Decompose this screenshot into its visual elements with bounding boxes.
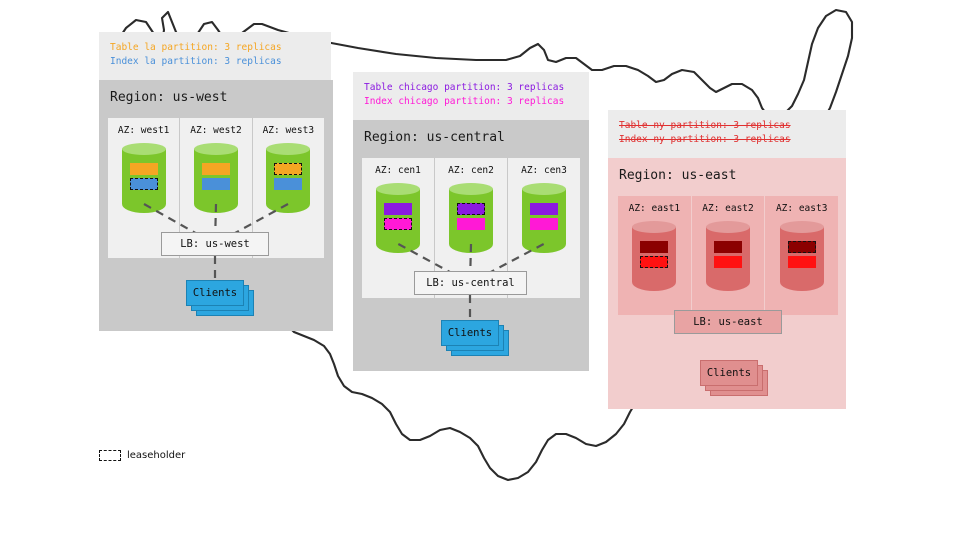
- cylinder-top: [522, 183, 566, 195]
- legend-line-us-east-0: Table ny partition: 3 replicas: [619, 120, 791, 131]
- range-stack: [122, 143, 166, 190]
- range-stack: [522, 183, 566, 230]
- az-label: AZ: west3: [262, 125, 315, 136]
- range-table-ny-replica-leaseholder: [787, 241, 816, 253]
- range-stack: [266, 143, 310, 190]
- az-label: AZ: east3: [775, 203, 828, 214]
- load-balancer-us-west[interactable]: LB: us-west: [161, 232, 269, 256]
- range-table-la-replica: [201, 163, 230, 175]
- range-index-chicago-replica: [457, 218, 485, 230]
- legend-line-us-west-0: Table la partition: 3 replicas: [110, 42, 282, 53]
- az-label: AZ: east1: [628, 203, 681, 214]
- az-cell-azcen1: AZ: cen1: [362, 158, 434, 298]
- legend-line-us-west-1: Index la partition: 3 replicas: [110, 56, 282, 67]
- database-cylinder: [121, 143, 166, 213]
- database-cylinder: [632, 221, 677, 291]
- az-cell-azwest3: AZ: west3: [251, 118, 324, 258]
- range-table-la-replica: [129, 163, 158, 175]
- cylinder-top: [632, 221, 677, 233]
- leaseholder-legend-label: leaseholder: [127, 450, 186, 461]
- cylinder-top: [193, 143, 238, 155]
- database-cylinder: [522, 183, 566, 253]
- az-label: AZ: cen3: [521, 165, 567, 176]
- az-label: AZ: cen1: [375, 165, 421, 176]
- az-row-us-east: AZ: east1 AZ: east2 AZ: east3: [618, 196, 838, 315]
- range-index-chicago-replica-leaseholder: [384, 218, 412, 230]
- range-index-la-replica-leaseholder: [129, 178, 158, 190]
- az-cell-azwest1: AZ: west1: [108, 118, 179, 258]
- az-label: AZ: cen2: [448, 165, 494, 176]
- range-stack: [376, 183, 420, 230]
- leaseholder-legend: leaseholder: [99, 450, 185, 461]
- clients-us-west[interactable]: Clients: [186, 280, 254, 316]
- region-legend-us-central: Table chicago partition: 3 replicas Index…: [353, 72, 589, 120]
- clients-label: Clients: [441, 320, 499, 346]
- az-cell-azwest2: AZ: west2: [179, 118, 251, 258]
- range-index-ny-replica-leaseholder: [640, 256, 669, 268]
- clients-label: Clients: [186, 280, 244, 306]
- region-title-us-east: Region: us-east: [619, 168, 737, 183]
- range-index-ny-replica: [714, 256, 742, 268]
- database-cylinder: [779, 221, 824, 291]
- region-title-us-west: Region: us-west: [110, 90, 228, 105]
- clients-label: Clients: [700, 360, 758, 386]
- az-cell-azeast2: AZ: east2: [690, 196, 765, 315]
- cylinder-top: [779, 221, 824, 233]
- cylinder-top: [121, 143, 166, 155]
- range-stack: [194, 143, 238, 190]
- legend-line-us-central-0: Table chicago partition: 3 replicas: [364, 82, 565, 93]
- az-cell-azcen3: AZ: cen3: [507, 158, 580, 298]
- cylinder-top: [376, 183, 420, 195]
- load-balancer-us-central[interactable]: LB: us-central: [414, 271, 527, 295]
- database-cylinder: [193, 143, 238, 213]
- range-table-chicago-replica: [384, 203, 412, 215]
- region-legend-us-west: Table la partition: 3 replicas Index la p…: [99, 32, 331, 80]
- az-label: AZ: east2: [702, 203, 754, 214]
- az-row-us-central: AZ: cen1 AZ: cen2 AZ: cen3: [362, 158, 580, 298]
- range-stack: [449, 183, 493, 230]
- range-table-la-replica-leaseholder: [274, 163, 303, 175]
- database-cylinder: [449, 183, 493, 253]
- database-cylinder: [266, 143, 311, 213]
- cylinder-top: [266, 143, 311, 155]
- database-cylinder: [706, 221, 750, 291]
- region-legend-us-east: Table ny partition: 3 replicas Index ny p…: [608, 110, 846, 158]
- legend-line-us-central-1: Index chicago partition: 3 replicas: [364, 96, 565, 107]
- range-index-chicago-replica: [530, 218, 558, 230]
- range-stack: [706, 221, 750, 268]
- load-balancer-us-east[interactable]: LB: us-east: [674, 310, 782, 334]
- leaseholder-swatch-icon: [99, 450, 121, 461]
- az-cell-azeast3: AZ: east3: [764, 196, 838, 315]
- range-stack: [632, 221, 676, 268]
- range-index-la-replica: [201, 178, 230, 190]
- clients-us-east[interactable]: Clients: [700, 360, 768, 396]
- range-stack: [780, 221, 824, 268]
- range-table-chicago-replica-leaseholder: [457, 203, 485, 215]
- range-table-ny-replica: [640, 241, 669, 253]
- az-label: AZ: west1: [117, 125, 170, 136]
- clients-us-central[interactable]: Clients: [441, 320, 509, 356]
- range-table-chicago-replica: [530, 203, 558, 215]
- az-label: AZ: west2: [190, 125, 242, 136]
- range-index-la-replica: [274, 178, 303, 190]
- az-cell-azeast1: AZ: east1: [618, 196, 691, 315]
- range-index-ny-replica: [787, 256, 816, 268]
- database-cylinder: [376, 183, 420, 253]
- region-title-us-central: Region: us-central: [364, 130, 505, 145]
- range-table-ny-replica: [714, 241, 742, 253]
- cylinder-top: [706, 221, 750, 233]
- az-cell-azcen2: AZ: cen2: [434, 158, 507, 298]
- legend-line-us-east-1: Index ny partition: 3 replicas: [619, 134, 791, 145]
- cylinder-top: [449, 183, 493, 195]
